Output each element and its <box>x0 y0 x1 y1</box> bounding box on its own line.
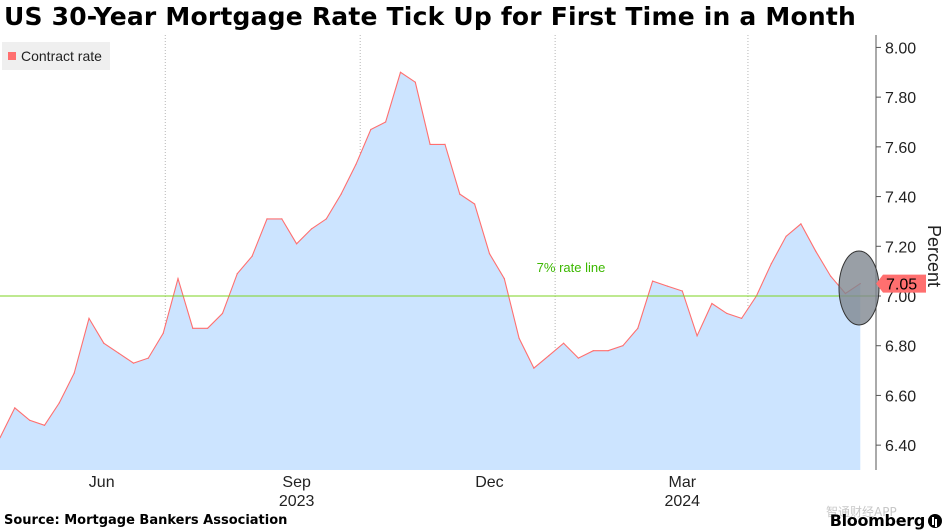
data-point-50 <box>741 317 743 319</box>
data-point-26 <box>385 121 387 123</box>
data-point-42 <box>622 345 624 347</box>
y-tick-label-2: 7.60 <box>885 140 916 157</box>
series-area-contract-rate <box>0 72 861 471</box>
data-point-34 <box>503 278 505 280</box>
legend-label-contract-rate: Contract rate <box>21 48 102 64</box>
source-note: Source: Mortgage Bankers Association <box>4 513 288 528</box>
y-tick-label-5: 7.00 <box>885 289 916 306</box>
data-point-22 <box>325 218 327 220</box>
data-point-15 <box>221 312 224 314</box>
data-point-3 <box>43 424 46 426</box>
x-year-label-2024: 2024 <box>664 493 700 510</box>
data-point-6 <box>88 317 90 319</box>
y-axis-label: Percent <box>924 225 944 287</box>
y-tick-label-0: 8.00 <box>885 40 916 57</box>
data-point-28 <box>414 81 416 83</box>
data-point-29 <box>429 143 431 145</box>
y-tick-label-4: 7.20 <box>885 239 916 256</box>
data-point-17 <box>251 255 253 257</box>
data-point-35 <box>518 337 520 339</box>
data-point-53 <box>785 235 787 237</box>
data-point-46 <box>681 290 683 292</box>
data-point-18 <box>266 218 268 220</box>
data-point-9 <box>132 362 135 364</box>
data-point-2 <box>29 419 31 421</box>
data-point-52 <box>770 263 772 265</box>
data-point-24 <box>355 163 357 165</box>
y-tick-label-7: 6.60 <box>885 388 916 405</box>
data-point-41 <box>607 350 609 352</box>
last-value-badge <box>876 274 926 293</box>
data-point-7 <box>103 342 105 344</box>
x-tick-label-jun: Jun <box>89 474 115 491</box>
bloomberg-wordmark: Bloomberg <box>829 511 926 530</box>
data-point-49 <box>726 312 728 314</box>
data-point-12 <box>177 278 179 280</box>
data-point-55 <box>815 250 817 252</box>
data-point-37 <box>548 355 550 357</box>
highlight-ellipse <box>838 250 880 326</box>
data-point-8 <box>118 352 120 354</box>
data-point-19 <box>281 218 283 220</box>
data-point-45 <box>666 285 669 287</box>
data-point-5 <box>73 372 75 374</box>
data-point-44 <box>652 280 654 282</box>
data-point-4 <box>58 402 60 404</box>
data-point-25 <box>370 128 372 131</box>
x-tick-layer: Jun Sep Dec Mar 2023 2024 <box>89 474 700 510</box>
reference-line-label: 7% rate line <box>537 260 606 275</box>
data-point-31 <box>459 193 461 195</box>
y-tick-layer: 8.00 7.80 7.60 7.40 7.20 7.00 6.80 6.60 6.40 Perc… <box>876 40 944 455</box>
data-point-36 <box>533 367 535 369</box>
data-point-1 <box>14 407 16 409</box>
chart-title: US 30-Year Mortgage Rate Tick Up for Fir… <box>4 2 856 31</box>
legend-swatch-contract-rate <box>8 52 16 60</box>
last-value-label: 7.05 <box>886 277 917 294</box>
data-point-27 <box>399 71 402 73</box>
data-point-11 <box>162 332 164 334</box>
data-point-43 <box>637 327 639 329</box>
data-point-39 <box>577 357 580 359</box>
grid-layer <box>164 35 749 470</box>
data-point-21 <box>310 228 313 230</box>
y-tick-label-1: 7.80 <box>885 90 916 107</box>
data-point-30 <box>444 143 446 145</box>
y-tick-label-3: 7.40 <box>885 190 916 207</box>
area-layer <box>0 71 861 471</box>
axis-layer <box>875 35 877 470</box>
data-point-56 <box>830 275 832 277</box>
bloomberg-mark-icon <box>928 514 942 528</box>
data-point-16 <box>236 273 238 275</box>
data-point-47 <box>696 335 698 337</box>
data-point-38 <box>563 342 565 344</box>
data-point-10 <box>147 357 149 359</box>
bloomberg-logo: Bloomberg <box>830 511 942 530</box>
x-tick-label-sep: Sep <box>282 474 311 491</box>
watermark-text: 智通财经APP <box>826 504 897 519</box>
legend: Contract rate <box>2 42 110 70</box>
data-point-14 <box>207 327 209 329</box>
annotation-layer: 7.05 智通财经APP <box>826 250 926 519</box>
y-tick-label-6: 6.80 <box>885 339 916 356</box>
data-point-32 <box>474 203 476 205</box>
data-point-40 <box>592 350 594 352</box>
data-point-54 <box>800 223 802 225</box>
data-point-33 <box>488 253 491 255</box>
y-tick-label-8: 6.40 <box>885 438 916 455</box>
data-point-23 <box>340 193 342 195</box>
data-point-48 <box>711 302 713 305</box>
reference-line-layer: 7% rate line <box>0 260 876 297</box>
data-point-13 <box>192 327 194 329</box>
data-point-20 <box>296 243 298 245</box>
x-tick-label-dec: Dec <box>475 474 503 491</box>
x-tick-label-mar: Mar <box>668 474 696 491</box>
x-year-label-2023: 2023 <box>279 493 315 510</box>
data-point-0 <box>0 437 1 439</box>
